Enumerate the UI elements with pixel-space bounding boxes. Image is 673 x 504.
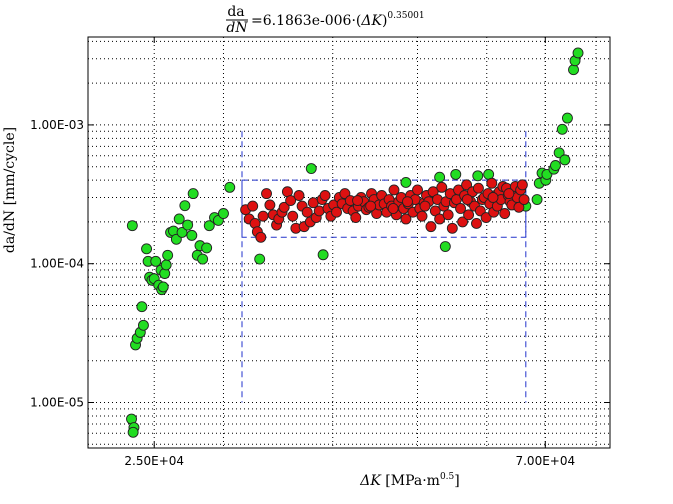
data-point-red	[419, 200, 431, 212]
data-point-red	[352, 195, 364, 207]
y-tick-label: 1.00E-04	[30, 257, 84, 271]
data-point-green	[559, 154, 571, 166]
data-point-green	[137, 319, 149, 331]
grid-lines	[88, 37, 610, 448]
data-point-green	[187, 188, 199, 200]
data-point-green	[157, 281, 169, 293]
data-point-red	[287, 210, 299, 222]
data-point-red	[471, 218, 482, 229]
data-point-red	[455, 203, 466, 214]
data-point-red	[331, 206, 342, 218]
data-point-green	[561, 112, 573, 124]
data-point-red	[416, 210, 428, 222]
data-point-red	[461, 194, 473, 205]
chart-title: da dN =6.1863e-006·(ΔK)0.35001	[226, 4, 425, 36]
data-point-red	[516, 179, 528, 191]
x-tick-label: 2.50E+04	[124, 454, 184, 468]
data-point-green	[556, 123, 568, 135]
data-point-red	[285, 195, 297, 207]
data-point-green	[173, 213, 185, 225]
y-tick-label: 1.00E-03	[30, 118, 84, 132]
data-point-green	[201, 242, 213, 254]
data-point-red	[293, 190, 305, 201]
data-point-green	[439, 241, 451, 252]
data-point-green	[186, 229, 198, 241]
data-point-green	[197, 253, 209, 265]
data-point-green	[160, 259, 172, 271]
data-point-red	[472, 182, 484, 194]
data-point-green	[254, 253, 266, 265]
data-point-red	[503, 188, 515, 200]
data-point-red	[480, 212, 492, 224]
data-point-green	[568, 64, 579, 76]
data-point-red	[513, 201, 525, 213]
data-point-red	[402, 196, 413, 208]
data-point-red	[457, 216, 469, 228]
data-point-red	[425, 221, 437, 233]
data-point-green	[182, 219, 194, 231]
data-point-red	[388, 184, 400, 196]
data-point-red	[436, 181, 448, 193]
data-point-green	[531, 194, 543, 205]
data-point-red	[518, 194, 530, 205]
data-point-red	[461, 179, 473, 191]
data-point-red	[487, 192, 499, 203]
title-lhs-denominator: dN	[226, 20, 248, 36]
y-axis-label: da/dN [mm/cycle]	[2, 127, 18, 253]
data-point-red	[301, 206, 313, 218]
title-lhs-numerator: da	[227, 4, 244, 20]
data-point-green	[162, 249, 174, 261]
y-axis-ticks: 1.00E-05 1.00E-04 1.00E-03	[30, 118, 610, 409]
data-point-red	[400, 213, 412, 225]
data-point-green	[572, 47, 584, 59]
data-point-green	[136, 301, 148, 313]
data-point-red	[486, 177, 498, 189]
data-point-green	[472, 170, 484, 182]
plot-area-border	[87, 36, 611, 449]
data-point-green	[126, 220, 138, 232]
data-point-red	[463, 209, 475, 221]
data-point-red	[412, 184, 423, 196]
data-point-red	[499, 208, 511, 219]
data-point-green	[218, 208, 229, 219]
data-point-green	[400, 176, 412, 188]
data-point-red	[446, 222, 458, 234]
data-point-red	[261, 188, 272, 200]
data-point-red	[350, 212, 362, 224]
x-axis-ticks: 2.50E+04 7.00E+04	[124, 37, 575, 468]
data-point-green	[224, 181, 236, 193]
data-point-red	[257, 210, 269, 222]
data-point-red	[319, 190, 331, 201]
data-point-green	[203, 220, 215, 232]
data-point-green	[553, 147, 565, 159]
fit-range-box	[241, 131, 527, 403]
data-point-green	[179, 200, 191, 212]
data-point-red	[247, 200, 259, 212]
data-point-green	[176, 226, 188, 238]
data-point-red	[278, 201, 290, 213]
data-point-green	[141, 243, 153, 255]
x-tick-label: 7.00E+04	[515, 454, 575, 468]
data-point-green	[150, 255, 162, 267]
data-points	[126, 47, 584, 438]
y-tick-label: 1.00E-05	[30, 395, 84, 409]
data-point-green	[450, 168, 462, 180]
data-point-green	[317, 249, 329, 261]
data-point-red	[365, 200, 377, 212]
data-point-red	[442, 209, 454, 221]
title-equation-text: =6.1863e-006·(ΔK)0.35001	[251, 11, 425, 29]
x-axis-label: ΔK [MPa·m0.5]	[359, 472, 460, 489]
data-point-red	[387, 203, 399, 214]
data-point-red	[264, 199, 276, 211]
data-point-green	[434, 171, 446, 183]
data-point-green	[305, 163, 317, 174]
data-point-red	[255, 231, 267, 243]
data-point-green	[550, 160, 561, 171]
data-point-green	[127, 426, 139, 438]
